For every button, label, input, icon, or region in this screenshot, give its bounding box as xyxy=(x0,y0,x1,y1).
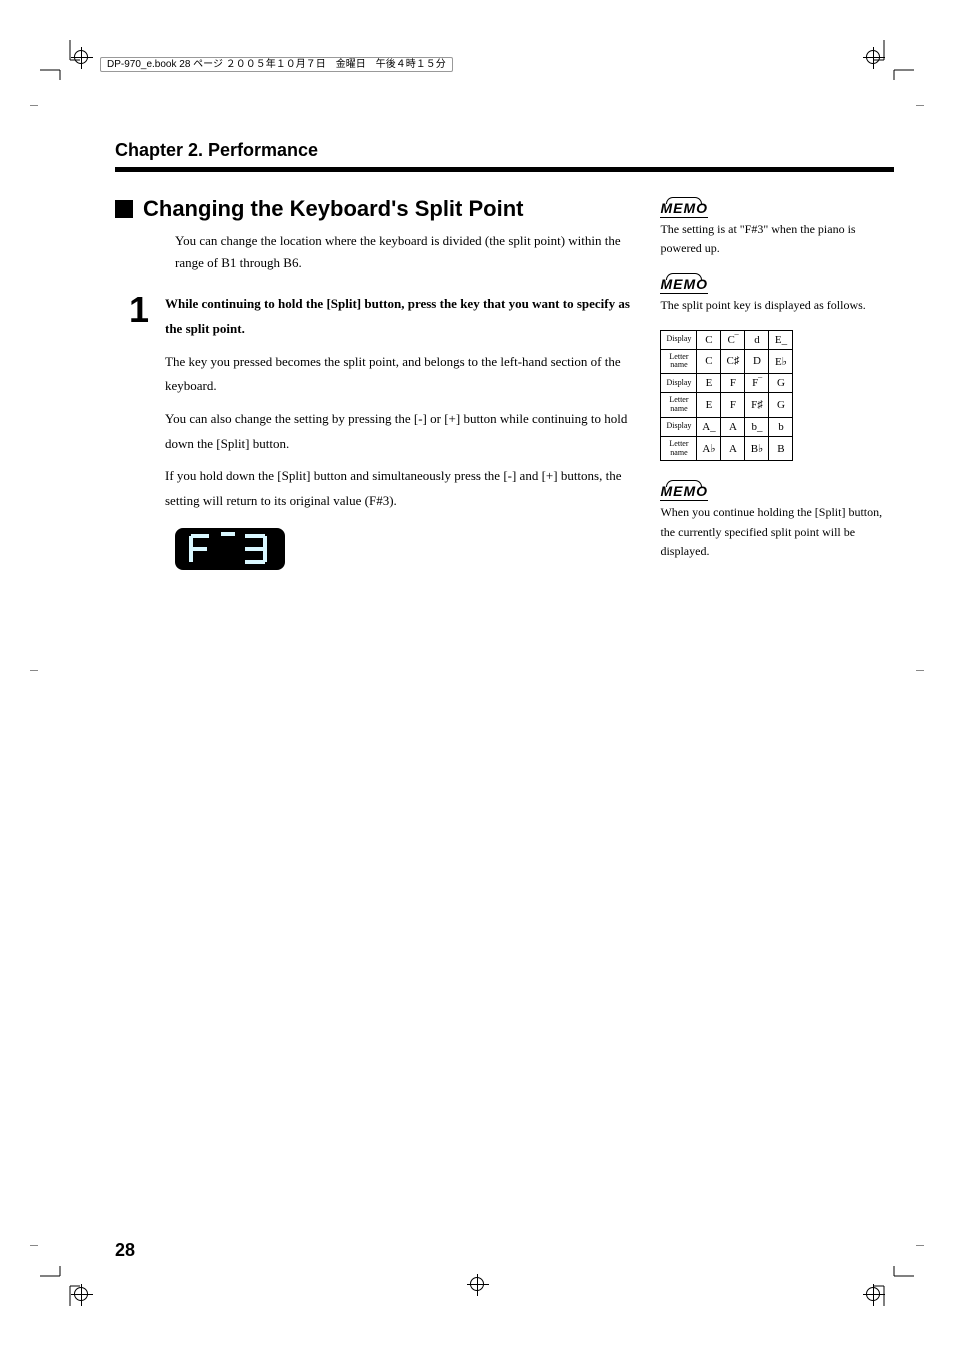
tick-mark xyxy=(916,105,924,106)
doc-header-line: DP-970_e.book 28 ページ ２００５年１０月７日 金曜日 午後４時… xyxy=(100,55,453,70)
memo-label: MEMO xyxy=(660,483,708,499)
register-icon-bottom xyxy=(470,1275,484,1293)
table-row: Letter name C C♯ D E♭ xyxy=(661,349,793,374)
lcd-display xyxy=(175,528,285,570)
crop-mark-tr xyxy=(874,40,914,85)
tick-mark xyxy=(916,1245,924,1246)
step-paragraph: You can also change the setting by press… xyxy=(165,407,640,456)
memo-text: The setting is at "F#3" when the piano i… xyxy=(660,220,894,258)
step-instruction: While continuing to hold the [Split] but… xyxy=(165,292,640,341)
table-row: Display C C‾ d E_ xyxy=(661,330,793,349)
register-icon xyxy=(866,1287,880,1301)
tick-mark xyxy=(30,1245,38,1246)
crop-mark-tl xyxy=(40,40,80,85)
section-bullet-icon xyxy=(115,200,133,218)
horizontal-rule xyxy=(115,167,894,172)
memo-label: MEMO xyxy=(660,276,708,292)
register-icon xyxy=(74,1287,88,1301)
section-intro: You can change the location where the ke… xyxy=(175,230,640,274)
memo-label: MEMO xyxy=(660,200,708,216)
step-paragraph: If you hold down the [Split] button and … xyxy=(165,464,640,513)
memo-text: When you continue holding the [Split] bu… xyxy=(660,503,894,561)
step-paragraph: The key you pressed becomes the split po… xyxy=(165,350,640,399)
chapter-title: Chapter 2. Performance xyxy=(115,140,894,161)
table-row: Display E F F‾ G xyxy=(661,374,793,393)
table-row: Letter name A♭ A B♭ B xyxy=(661,436,793,461)
page-number: 28 xyxy=(115,1240,135,1261)
tick-mark xyxy=(30,105,38,106)
memo-text: The split point key is displayed as foll… xyxy=(660,296,894,315)
step-number: 1 xyxy=(115,292,165,514)
tick-mark xyxy=(30,670,38,671)
register-icon xyxy=(866,50,880,64)
section-title: Changing the Keyboard's Split Point xyxy=(143,196,523,222)
register-icon xyxy=(74,50,88,64)
table-row: Display A_ A b_ b xyxy=(661,417,793,436)
tick-mark xyxy=(916,670,924,671)
note-display-table: Display C C‾ d E_ Letter name C C♯ D E♭ … xyxy=(660,330,793,462)
crop-mark-bl xyxy=(40,1266,80,1311)
crop-mark-br xyxy=(874,1266,914,1311)
table-row: Letter name E F F♯ G xyxy=(661,393,793,418)
